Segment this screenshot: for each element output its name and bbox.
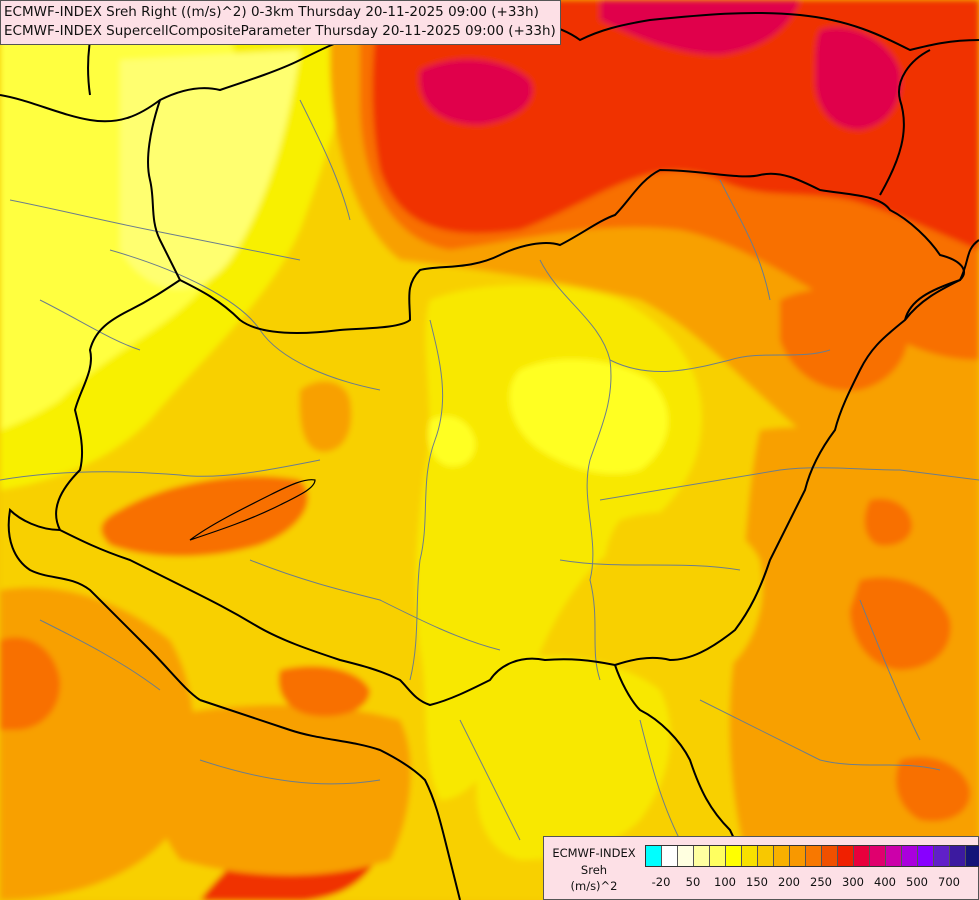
legend-tick-label: 250: [810, 875, 832, 889]
legend-tick-label: 100: [714, 875, 736, 889]
legend-swatch: [854, 846, 870, 866]
contour-orange-west: [299, 381, 352, 452]
border-north-2: [147, 99, 181, 281]
legend-swatch: [918, 846, 934, 866]
contour-orange-right-edge: [780, 289, 908, 391]
legend-swatch: [822, 846, 838, 866]
legend-swatch: [950, 846, 966, 866]
contour-orange-south-band: [146, 705, 411, 875]
legend-swatch: [710, 846, 726, 866]
contour-dark-orange-sw: [0, 637, 61, 730]
contour-pale-yellow-nw: [120, 50, 300, 289]
contour-dark-orange-east2: [864, 498, 912, 546]
contour-orange-balaton: [101, 476, 308, 557]
legend-swatch: [838, 846, 854, 866]
legend-tick-label: 50: [685, 875, 701, 889]
contour-dark-orange-east: [850, 577, 951, 670]
legend-swatch: [742, 846, 758, 866]
contour-light-yellow-central: [509, 359, 669, 474]
legend-swatch: [934, 846, 950, 866]
legend-swatch: [726, 846, 742, 866]
legend-swatch: [694, 846, 710, 866]
contour-light-yellow-west-lake: [428, 416, 476, 467]
border-slovakia-east: [879, 49, 931, 196]
legend-unit-label: (m/s)^2: [570, 879, 618, 893]
legend-swatch: [662, 846, 678, 866]
contour-crimson-n: [419, 59, 533, 126]
contour-dark-orange-se: [896, 756, 971, 822]
contour-yellow-south: [476, 656, 671, 860]
legend-swatch: [966, 846, 979, 866]
legend-color-bar: [645, 845, 979, 867]
map-title-scp: ECMWF-INDEX SupercellCompositeParameter …: [4, 23, 556, 39]
legend-tick-label: 300: [842, 875, 864, 889]
color-legend: ECMWF-INDEX Sreh (m/s)^2 -20 50 100 150 200 2…: [543, 836, 979, 900]
border-hungary: [55, 168, 965, 707]
legend-swatch: [758, 846, 774, 866]
legend-tick-label: 150: [746, 875, 768, 889]
legend-swatch: [870, 846, 886, 866]
legend-swatch: [774, 846, 790, 866]
contour-orange-east: [729, 427, 979, 900]
border-lake-balaton: [189, 479, 316, 541]
legend-tick-label: 400: [874, 875, 896, 889]
map-title-sreh: ECMWF-INDEX Sreh Right ((m/s)^2) 0-3km T…: [4, 4, 539, 20]
legend-swatch: [646, 846, 662, 866]
legend-swatch: [902, 846, 918, 866]
border-west: [7, 507, 201, 701]
contour-dark-orange-south: [278, 666, 370, 717]
border-southwest: [199, 699, 461, 900]
legend-swatch: [790, 846, 806, 866]
legend-tick-label: 700: [938, 875, 960, 889]
contour-crimson-ne: [815, 27, 901, 130]
legend-tick-label: 500: [906, 875, 928, 889]
legend-swatch: [678, 846, 694, 866]
legend-swatch: [886, 846, 902, 866]
map-title-box: ECMWF-INDEX Sreh Right ((m/s)^2) 0-3km T…: [0, 0, 561, 45]
legend-variable-label: Sreh: [580, 863, 608, 877]
legend-tick-label: 200: [778, 875, 800, 889]
legend-swatch: [806, 846, 822, 866]
legend-tick-label: -20: [651, 875, 671, 889]
legend-source-label: ECMWF-INDEX: [552, 846, 636, 860]
regional-borders: [0, 99, 979, 841]
border-east: [904, 239, 979, 321]
